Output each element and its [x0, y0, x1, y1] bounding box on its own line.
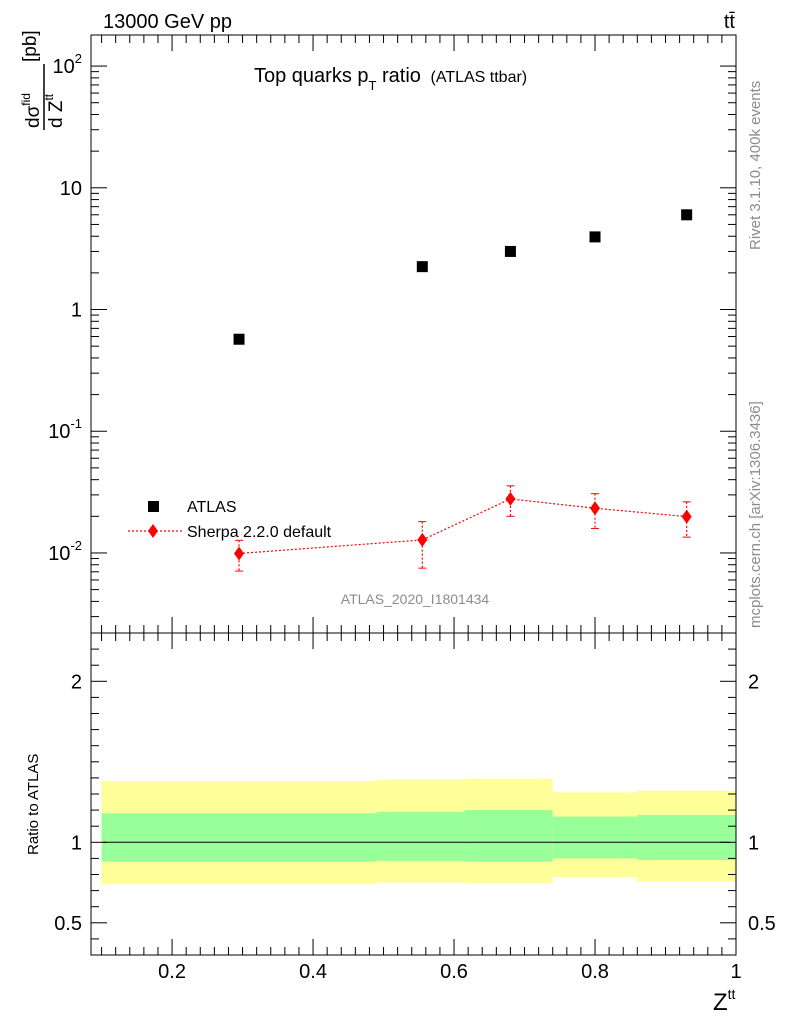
- x-tick-label: 0.6: [440, 961, 468, 983]
- ratio-green-band: [376, 811, 465, 861]
- main-y-axis-label: dσfid d Ztt [pb]: [19, 30, 67, 130]
- ratio-y-tick-label: 2: [71, 671, 82, 693]
- chart-title-rest: ratio: [376, 65, 420, 87]
- chart-title-main: Top quarks p: [254, 65, 369, 87]
- main-y-tick-label: 10-2: [48, 538, 82, 565]
- ratio-panel: 0.5 0.5 1 1 2 2 0.2 0.4 0.6 0.8 1 Ratio to ATLAS Z…: [25, 632, 776, 1016]
- header-process-label: tt̄: [724, 11, 736, 33]
- side-rivet-label: Rivet 3.1.10, 400k events: [747, 81, 764, 250]
- main-y-tick-labels: 10-2 10-1 1 10 102: [48, 51, 82, 565]
- main-y-tick-label: 102: [53, 51, 82, 78]
- chart-title-sub: T: [369, 78, 377, 93]
- ratio-y-tick-label-right: 2: [748, 671, 759, 693]
- x-tick-label: 1: [730, 961, 741, 983]
- ratio-bands-group: [101, 778, 736, 885]
- ratio-y-tick-label: 0.5: [54, 913, 82, 935]
- ratio-y-tick-label: 1: [71, 832, 82, 854]
- atlas-series: [233, 209, 693, 345]
- main-y-tick-label: 1: [71, 300, 82, 322]
- sherpa-point: [681, 509, 692, 524]
- ratio-y-tick-label-right: 0.5: [748, 913, 776, 935]
- main-y-ticks: [91, 65, 736, 618]
- legend-sherpa-label: Sherpa 2.2.0 default: [187, 524, 332, 541]
- atlas-point: [681, 209, 693, 221]
- y-label-numerator: dσfid: [19, 93, 44, 128]
- main-x-ticks: [101, 35, 737, 633]
- sherpa-point: [417, 532, 428, 547]
- atlas-point: [504, 245, 516, 257]
- main-plot-frame: [90, 34, 737, 634]
- ratio-tick-labels: 0.5 0.5 1 1 2 2 0.2 0.4 0.6 0.8 1: [54, 671, 776, 983]
- chart-title: Top quarks pT ratio (ATLAS ttbar): [254, 65, 527, 93]
- ratio-green-band: [637, 814, 736, 861]
- x-tick-label: 0.8: [581, 961, 609, 983]
- atlas-point: [416, 261, 428, 273]
- header-energy-label: 13000 GeV pp: [103, 11, 232, 33]
- sherpa-point: [505, 491, 516, 506]
- side-mcplots-label: mcplots.cern.ch [arXiv:1306.3436]: [747, 401, 764, 628]
- ratio-y-ticks: [91, 632, 736, 956]
- x-axis-label: Ztt: [713, 986, 736, 1016]
- analysis-watermark: ATLAS_2020_I1801434: [341, 591, 490, 607]
- atlas-point: [589, 231, 601, 243]
- ratio-green-band: [552, 816, 638, 859]
- sherpa-point: [590, 501, 601, 516]
- sherpa-point: [234, 546, 245, 561]
- legend: ATLAS Sherpa 2.2.0 default: [128, 499, 332, 541]
- legend-atlas-label: ATLAS: [187, 499, 237, 516]
- x-tick-label: 0.4: [299, 961, 327, 983]
- main-y-tick-label: 10: [60, 178, 82, 200]
- ratio-y-tick-label-right: 1: [748, 832, 759, 854]
- ratio-green-band: [101, 813, 377, 862]
- chart-title-small: (ATLAS ttbar): [431, 69, 528, 86]
- ratio-green-band: [464, 810, 553, 862]
- main-y-tick-label: 10-1: [48, 416, 82, 443]
- y-label-unit: [pb]: [20, 30, 41, 62]
- y-label-denominator: d Ztt: [42, 93, 67, 128]
- ratio-x-ticks: [101, 633, 737, 955]
- x-tick-label: 0.2: [158, 961, 186, 983]
- atlas-point: [233, 333, 245, 345]
- legend-sherpa-marker: [148, 524, 158, 538]
- legend-atlas-marker: [148, 501, 159, 512]
- ratio-y-axis-label: Ratio to ATLAS: [25, 754, 42, 855]
- main-panel: 10-2 10-1 1 10 102 Top quarks pT ratio (ATLA…: [19, 30, 737, 634]
- sherpa-series: [234, 485, 692, 572]
